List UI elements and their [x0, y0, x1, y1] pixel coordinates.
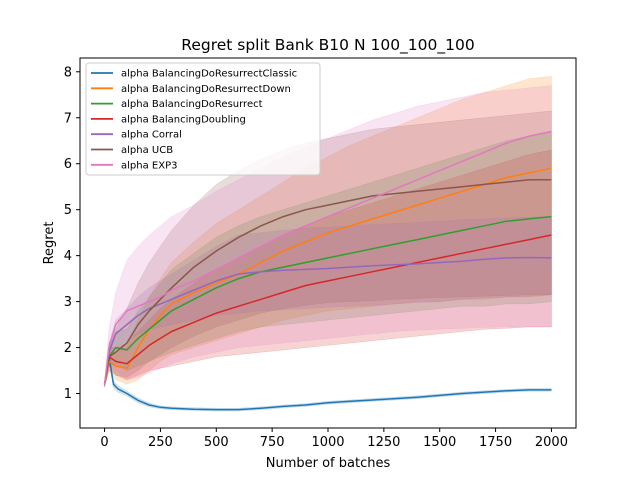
y-tick-label: 5: [64, 203, 72, 218]
x-axis-label: Number of batches: [266, 456, 391, 471]
line-series-3: [103, 234, 552, 385]
band-series-5: [104, 110, 552, 387]
line-series-2: [103, 215, 552, 385]
x-tick-label: 2000: [535, 435, 568, 450]
line-series-5: [103, 179, 552, 385]
y-tick-label: 7: [64, 111, 72, 126]
legend-label-5: alpha UCB: [121, 145, 173, 156]
line-series-0: [103, 356, 552, 411]
x-tick-label: 1500: [423, 435, 456, 450]
x-tick-label: 750: [260, 435, 285, 450]
band-series-0: [104, 352, 552, 412]
plot-area: 0 250 500 750 1000 1250 1500 1750 2000 1 2 3 4 5 6 7 8: [64, 57, 577, 450]
legend-label-2: alpha BalancingDoResurrect: [121, 99, 263, 110]
legend-entries: alpha BalancingDoResurrectClassic alpha B…: [91, 69, 297, 171]
legend-box: [85, 62, 321, 176]
y-tick-label: 3: [64, 295, 72, 310]
legend-label-0: alpha BalancingDoResurrectClassic: [121, 69, 297, 80]
legend-label-1: alpha BalancingDoResurrectDown: [121, 84, 291, 95]
legend-label-3: alpha BalancingDoubling: [121, 114, 246, 125]
y-axis: 1 2 3 4 5 6 7 8: [64, 65, 80, 402]
y-tick-label: 6: [64, 157, 72, 172]
band-series-4: [104, 216, 552, 387]
line-series-6: [103, 130, 552, 385]
x-tick-label: 0: [100, 435, 108, 450]
x-tick-label: 250: [148, 435, 173, 450]
band-series-6: [104, 85, 552, 387]
legend-label-4: alpha Corral: [121, 130, 182, 141]
series-lines: [103, 130, 552, 411]
y-tick-label: 4: [64, 249, 72, 264]
line-series-4: [103, 256, 552, 385]
y-tick-label: 2: [64, 341, 72, 356]
band-series-2: [104, 131, 552, 387]
y-axis-label: Regret: [42, 222, 57, 265]
y-tick-label: 8: [64, 65, 72, 80]
legend: alpha BalancingDoResurrectClassic alpha B…: [85, 62, 321, 176]
legend-label-6: alpha EXP3: [121, 160, 177, 171]
chart-title: Regret split Bank B10 N 100_100_100: [181, 36, 474, 55]
x-axis: 0 250 500 750 1000 1250 1500 1750 2000: [100, 428, 568, 450]
line-series-1: [103, 167, 552, 385]
band-series-1: [104, 76, 552, 387]
x-tick-label: 1000: [311, 435, 344, 450]
x-tick-label: 1750: [479, 435, 512, 450]
x-tick-label: 500: [204, 435, 229, 450]
x-tick-label: 1250: [367, 435, 400, 450]
y-tick-label: 1: [64, 387, 72, 402]
